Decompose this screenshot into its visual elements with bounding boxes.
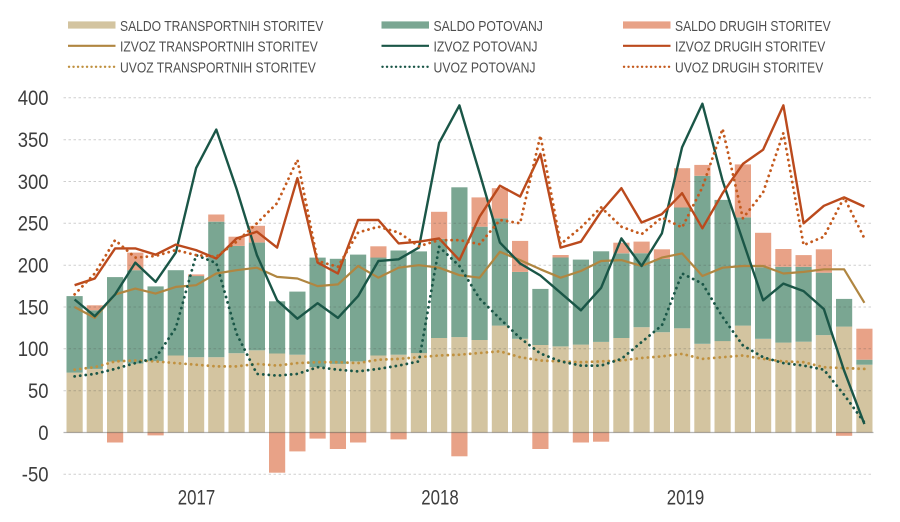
svg-text:50: 50 — [28, 380, 49, 403]
svg-text:SALDO TRANSPORTNIH STORITEV: SALDO TRANSPORTNIH STORITEV — [120, 18, 323, 35]
svg-text:UVOZ DRUGIH STORITEV: UVOZ DRUGIH STORITEV — [675, 60, 823, 77]
svg-text:2017: 2017 — [178, 487, 215, 510]
svg-text:SALDO DRUGIH STORITEV: SALDO DRUGIH STORITEV — [675, 18, 831, 35]
svg-text:UVOZ TRANSPORTNIH STORITEV: UVOZ TRANSPORTNIH STORITEV — [120, 60, 316, 77]
svg-text:IZVOZ DRUGIH STORITEV: IZVOZ DRUGIH STORITEV — [675, 39, 825, 56]
svg-text:200: 200 — [18, 255, 49, 278]
svg-text:UVOZ POTOVANJ: UVOZ POTOVANJ — [434, 60, 536, 77]
svg-text:250: 250 — [18, 213, 49, 236]
svg-text:IZVOZ POTOVANJ: IZVOZ POTOVANJ — [434, 39, 538, 56]
svg-text:2018: 2018 — [421, 487, 458, 510]
svg-text:IZVOZ TRANSPORTNIH STORITEV: IZVOZ TRANSPORTNIH STORITEV — [120, 39, 318, 56]
svg-text:300: 300 — [18, 171, 49, 194]
svg-text:350: 350 — [18, 129, 49, 152]
svg-text:0: 0 — [38, 422, 48, 445]
svg-text:-50: -50 — [22, 464, 49, 487]
svg-text:SALDO POTOVANJ: SALDO POTOVANJ — [434, 18, 543, 35]
svg-text:100: 100 — [18, 338, 49, 361]
svg-text:150: 150 — [18, 296, 49, 319]
svg-text:400: 400 — [18, 87, 49, 110]
svg-text:2019: 2019 — [667, 487, 704, 510]
